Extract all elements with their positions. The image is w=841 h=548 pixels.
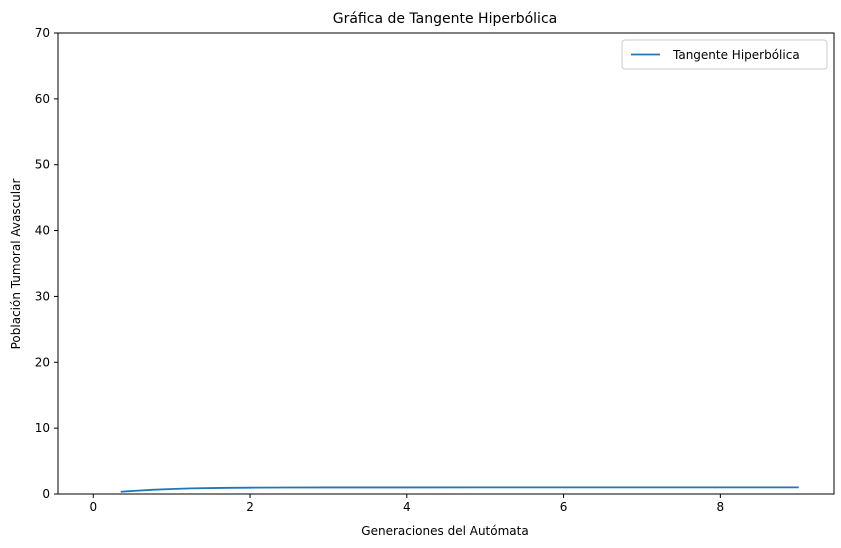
y-tick-label: 40 (35, 224, 50, 238)
chart-title: Gráfica de Tangente Hiperbólica (333, 11, 557, 27)
legend-series-label: Tangente Hiperbólica (672, 48, 800, 62)
y-tick-label: 20 (35, 355, 50, 369)
y-axis-label: Población Tumoral Avascular (9, 179, 23, 350)
y-tick-label: 70 (35, 26, 50, 40)
x-tick-label: 2 (246, 500, 254, 514)
x-axis-ticks: 0 2 4 6 8 (89, 494, 724, 514)
y-tick-label: 60 (35, 92, 50, 106)
y-tick-label: 0 (42, 487, 50, 501)
x-tick-label: 0 (89, 500, 97, 514)
plot-frame (57, 32, 835, 495)
y-tick-label: 30 (35, 289, 50, 303)
y-axis-ticks: 0 10 20 30 40 50 60 70 (35, 26, 58, 501)
x-axis-label: Generaciones del Autómata (361, 524, 528, 538)
x-tick-label: 6 (560, 500, 568, 514)
series-line (120, 486, 799, 493)
legend-box (621, 39, 828, 70)
series-layer (120, 486, 799, 493)
x-tick-label: 4 (403, 500, 411, 514)
plot-area (57, 32, 835, 495)
y-tick-label: 50 (35, 158, 50, 172)
x-tick-label: 8 (717, 500, 725, 514)
legend: Tangente Hiperbólica (621, 39, 828, 70)
y-tick-label: 10 (35, 421, 50, 435)
